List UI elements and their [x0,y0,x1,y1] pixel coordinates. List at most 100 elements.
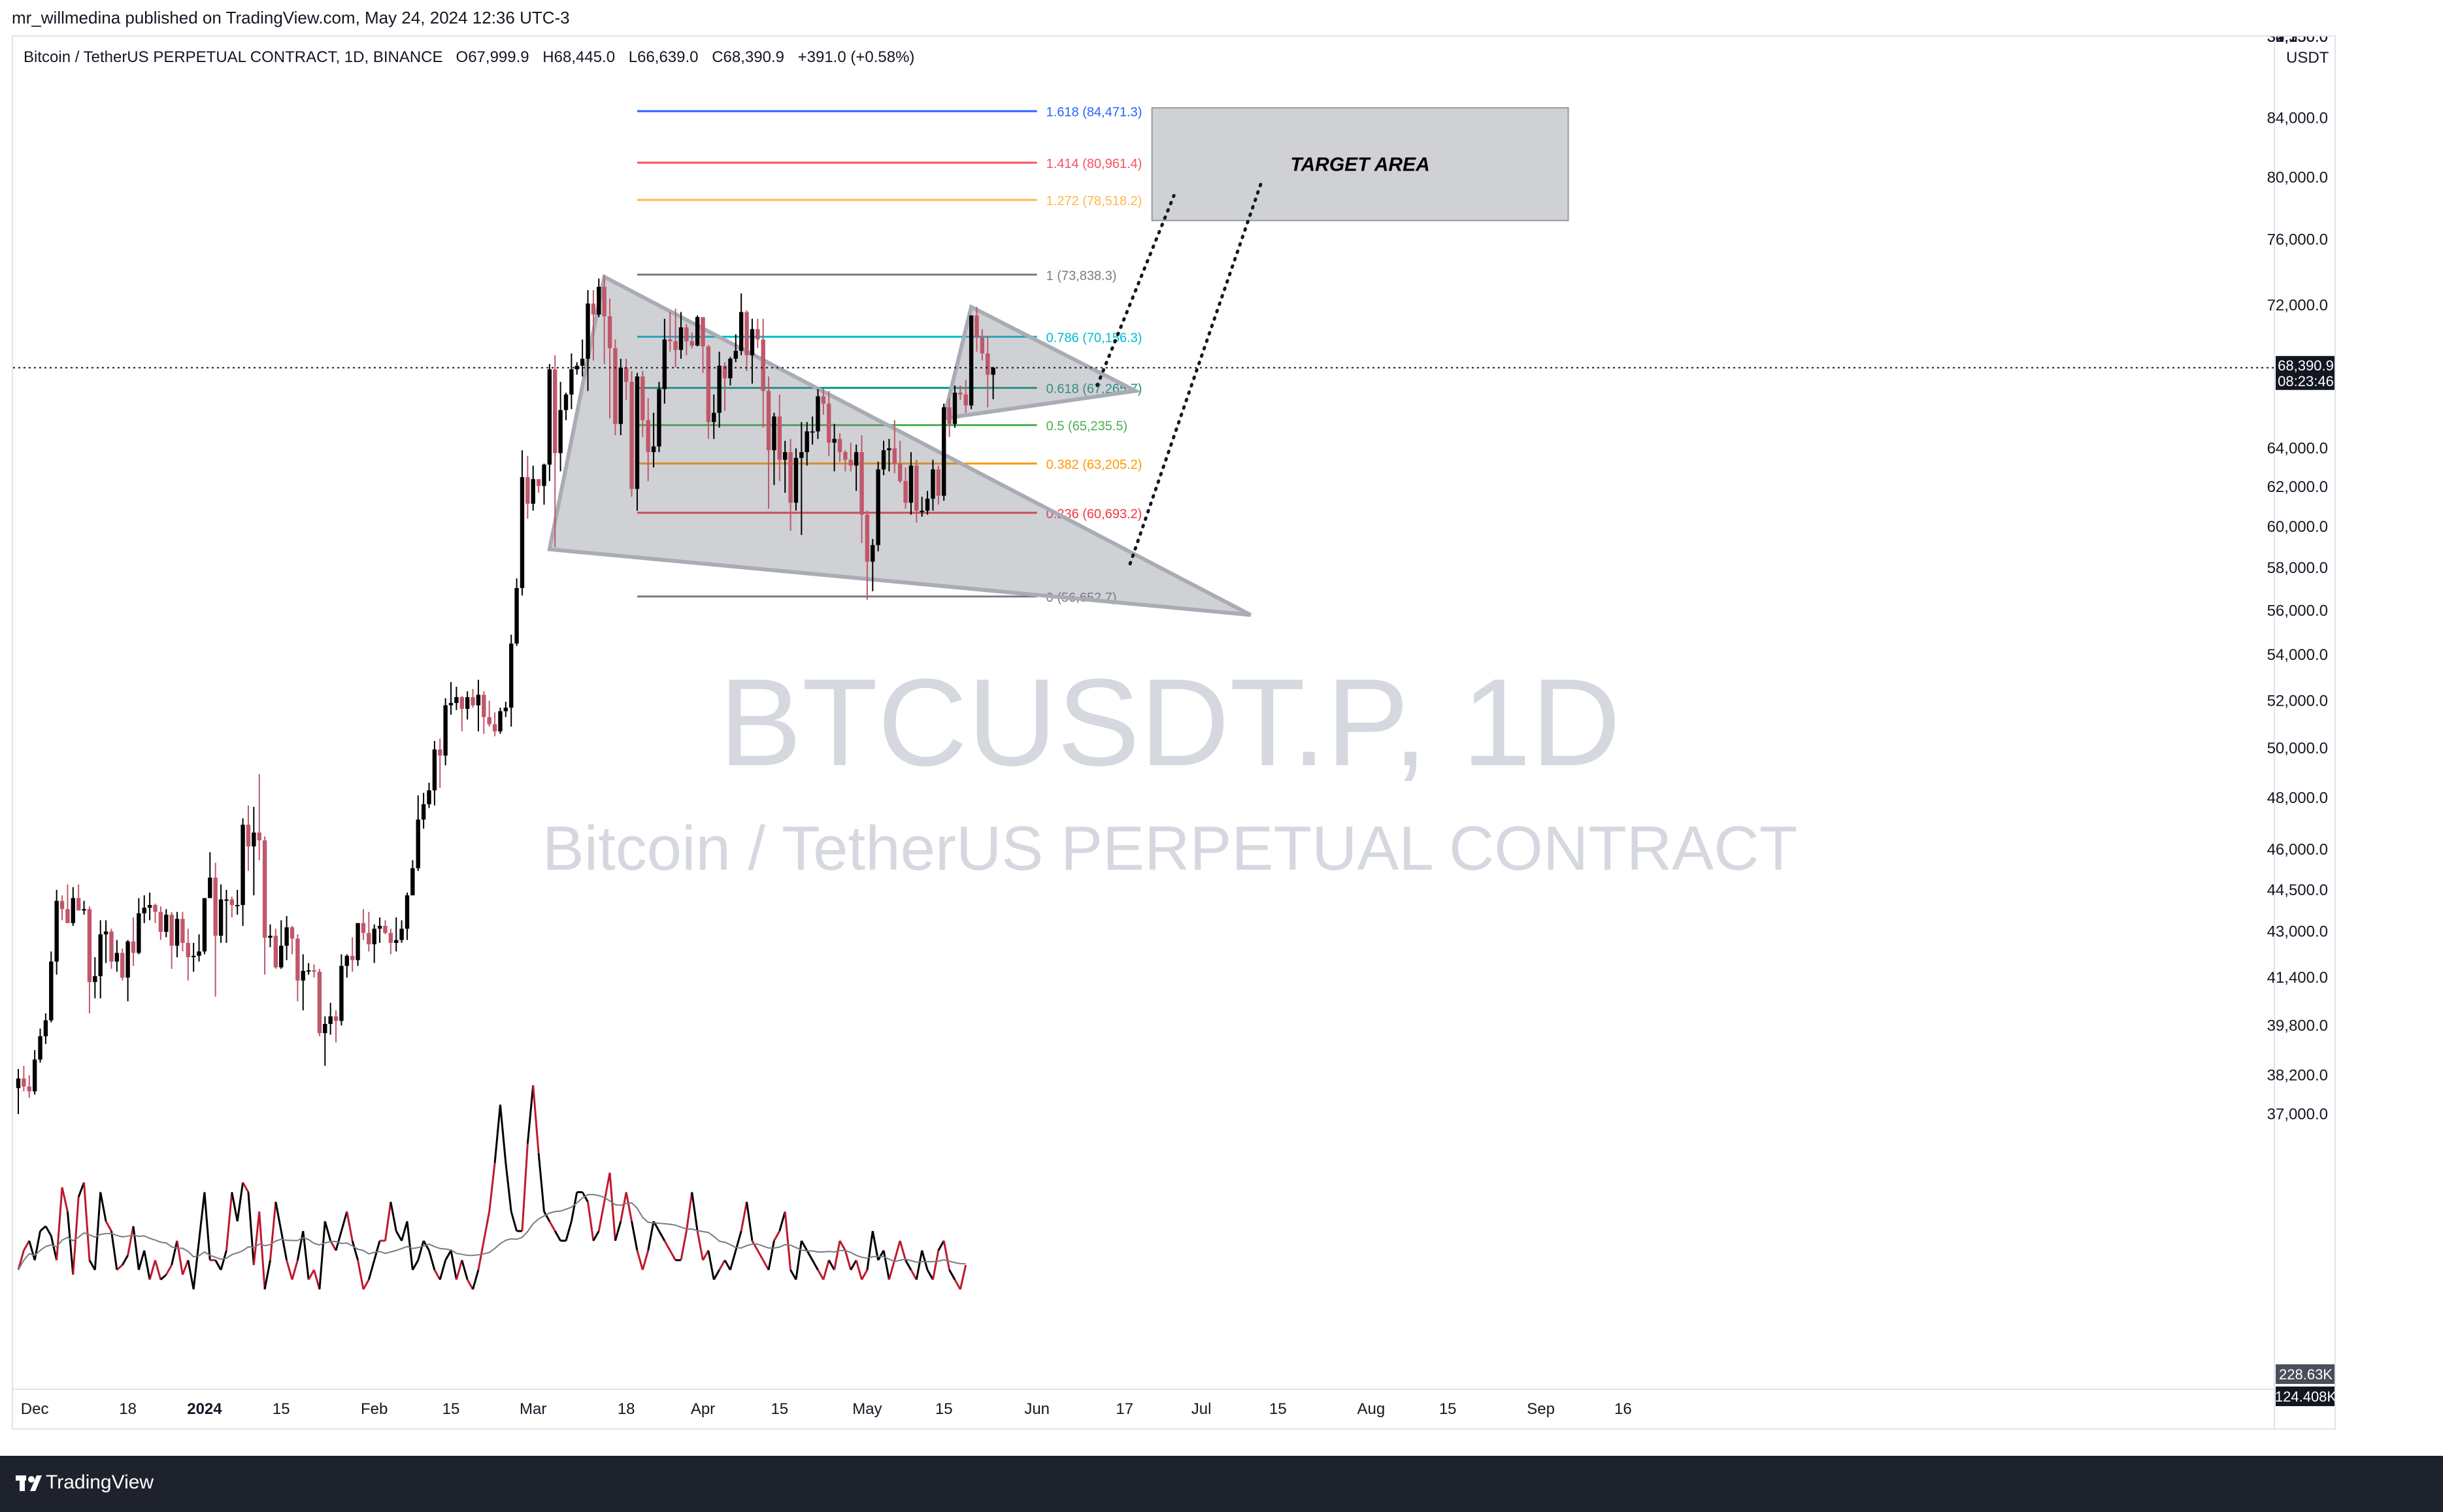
price-tick-label: 39,800.0 [2267,1017,2328,1034]
candle-body [32,1059,37,1092]
time-tick-label: Jun [1024,1400,1050,1418]
candle-body [246,825,251,847]
volume-line-segment [833,1240,841,1270]
candle-body [186,942,190,957]
candle-body [783,452,788,460]
chart-svg[interactable]: BTCUSDT.P, 1D Bitcoin / TetherUS PERPETUA… [13,37,2335,1428]
candle-body [733,350,738,359]
volume-line-segment [192,1240,201,1290]
volume-line-segment [72,1196,80,1275]
time-tick-label: 15 [273,1400,290,1418]
candle-body [22,1078,26,1087]
volume-line-segment [346,1211,354,1241]
volume-line-segment [477,1240,485,1270]
volume-line-segment [105,1221,112,1232]
volume-line-segment [313,1270,321,1290]
volume-line-segment [499,1104,507,1164]
candle-body [416,819,420,868]
candle-body [810,431,815,433]
candle-body [623,367,629,382]
candle-body [120,953,125,978]
candle-body [536,479,541,486]
candle-body [569,369,574,395]
volume-line-segment [236,1182,244,1222]
volume-line-segment [746,1202,754,1241]
volume-line-segment [795,1240,803,1280]
target-area-box [1151,107,1569,222]
candle-body [443,705,448,756]
time-tick-label: Jul [1191,1400,1212,1418]
volume-line-segment [855,1260,863,1280]
fib-level-label: 0.236 (60,693.2) [1046,507,1142,521]
candle-body [991,367,995,375]
candle-body [908,465,914,503]
time-tick-label: 2024 [187,1400,222,1418]
time-tick-label: Feb [361,1400,388,1418]
time-tick-label: Dec [21,1400,49,1418]
tradingview-logo-icon [16,1475,42,1491]
candle-body [131,941,136,953]
volume-line-segment [401,1221,408,1241]
watermark-symbol: BTCUSDT.P, 1D [719,653,1621,792]
footer-brand: TradingView [46,1471,154,1493]
volume-line-segment [247,1192,255,1266]
volume-line-segment [718,1259,726,1271]
fib-level-label: 1.618 (84,471.3) [1046,105,1142,120]
volume-line-segment [915,1250,923,1280]
candle-body [821,396,826,404]
volume-line-segment [756,1250,764,1261]
candle-body [487,717,491,725]
volume-line-segment [444,1250,452,1261]
ohlc-high-label: H [542,48,554,66]
candle-body [580,358,585,366]
price-tick-label: 54,000.0 [2267,646,2328,664]
candle-body [125,941,130,978]
price-tick-label: 48,000.0 [2267,789,2328,807]
candle-body [356,923,360,961]
candle-body [920,510,924,512]
time-tick-label: 18 [618,1400,635,1418]
volume-line-segment [296,1230,305,1260]
candle-body [728,358,733,378]
volume-line-segment [554,1230,561,1241]
candle-body [958,392,963,395]
candle-body [865,514,870,562]
watermark-name: Bitcoin / TetherUS PERPETUAL CONTRACT [542,814,1798,883]
volume-line-segment [280,1230,288,1260]
candle-body [514,587,519,644]
candle-body [848,459,853,466]
volume-line-segment [39,1225,46,1232]
candle-body [980,337,985,353]
ohlc-low-label: L [628,48,638,66]
time-tick-label: 16 [1614,1400,1632,1418]
ohlc-close-value: 68,390.9 [723,48,784,66]
fib-level-label: 1 (73,838.3) [1046,269,1117,283]
fib-level-label: 0.786 (70,156.3) [1046,331,1142,345]
candle-body [295,938,300,981]
candle-body [673,341,678,350]
candle-body [76,898,81,911]
volume-line-segment [839,1240,846,1251]
volume-line-segment [866,1230,874,1270]
candle-body [257,832,261,841]
volume-line-segment [165,1264,173,1275]
candle-body [169,914,174,946]
candle-body [399,929,404,940]
chart-frame[interactable]: BTCUSDT.P, 1D Bitcoin / TetherUS PERPETUA… [12,35,2336,1430]
time-tick-label: 15 [935,1400,953,1418]
volume-line-segment [362,1279,370,1290]
candle-body [509,643,514,708]
volume-line-segment [882,1250,890,1280]
candle-body [454,697,459,703]
candle-body [27,1086,31,1092]
last-price-badge [2276,355,2335,390]
candle-body [208,878,212,898]
time-tick-label: Mar [520,1400,546,1418]
volume-line-segment [806,1250,814,1261]
candle-body [262,840,267,938]
candle-body [684,327,689,342]
volume-line-segment [548,1221,556,1232]
volume-line-segment [521,1143,529,1232]
volume-line-segment [926,1269,934,1281]
volume-line-segment [428,1250,436,1270]
